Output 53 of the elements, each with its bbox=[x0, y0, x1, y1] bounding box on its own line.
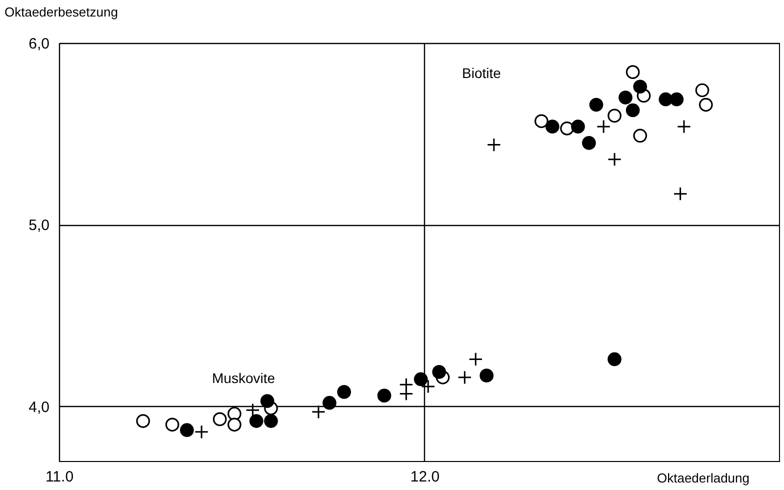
point bbox=[618, 90, 632, 104]
point bbox=[608, 108, 622, 123]
point bbox=[676, 120, 692, 134]
point bbox=[560, 122, 574, 136]
point bbox=[673, 186, 688, 201]
point bbox=[246, 403, 260, 418]
point bbox=[165, 418, 180, 432]
point bbox=[626, 103, 640, 118]
point bbox=[589, 98, 604, 112]
point bbox=[414, 372, 428, 386]
point bbox=[607, 152, 622, 166]
point bbox=[633, 128, 648, 143]
x-tick-label: 11.0 bbox=[45, 468, 74, 486]
point bbox=[582, 136, 596, 150]
point bbox=[626, 65, 640, 79]
x-axis-title: Oktaederladung bbox=[656, 470, 750, 486]
y-tick-label: 4,0 bbox=[28, 398, 50, 416]
point bbox=[545, 120, 560, 134]
x-tick-label: 12.0 bbox=[410, 468, 440, 486]
point bbox=[596, 120, 611, 134]
point bbox=[194, 424, 209, 439]
point bbox=[180, 423, 194, 438]
point bbox=[571, 120, 585, 134]
point bbox=[458, 370, 472, 384]
y-axis-title: Oktaederbesetzung bbox=[4, 4, 118, 20]
point bbox=[322, 396, 336, 410]
annotation: Biotite bbox=[462, 65, 502, 81]
point bbox=[421, 379, 436, 394]
point bbox=[260, 394, 274, 408]
point bbox=[534, 114, 548, 128]
point bbox=[228, 418, 242, 432]
point bbox=[486, 138, 501, 152]
y-tick-label: 6,0 bbox=[28, 36, 50, 52]
point bbox=[311, 404, 326, 420]
point bbox=[698, 98, 713, 112]
point bbox=[608, 352, 622, 366]
y-tick-label: 5,0 bbox=[28, 217, 50, 234]
point bbox=[633, 80, 648, 94]
point bbox=[399, 386, 414, 401]
point bbox=[658, 92, 673, 106]
point bbox=[337, 385, 351, 399]
annotation: Muskovite bbox=[212, 370, 276, 386]
point bbox=[212, 412, 227, 426]
point bbox=[468, 352, 483, 366]
point bbox=[228, 406, 242, 421]
point bbox=[670, 92, 684, 106]
point bbox=[432, 365, 446, 379]
point bbox=[377, 388, 392, 402]
point bbox=[264, 414, 278, 428]
point bbox=[249, 414, 264, 428]
point bbox=[480, 368, 494, 382]
point bbox=[695, 83, 710, 98]
point bbox=[136, 414, 150, 428]
